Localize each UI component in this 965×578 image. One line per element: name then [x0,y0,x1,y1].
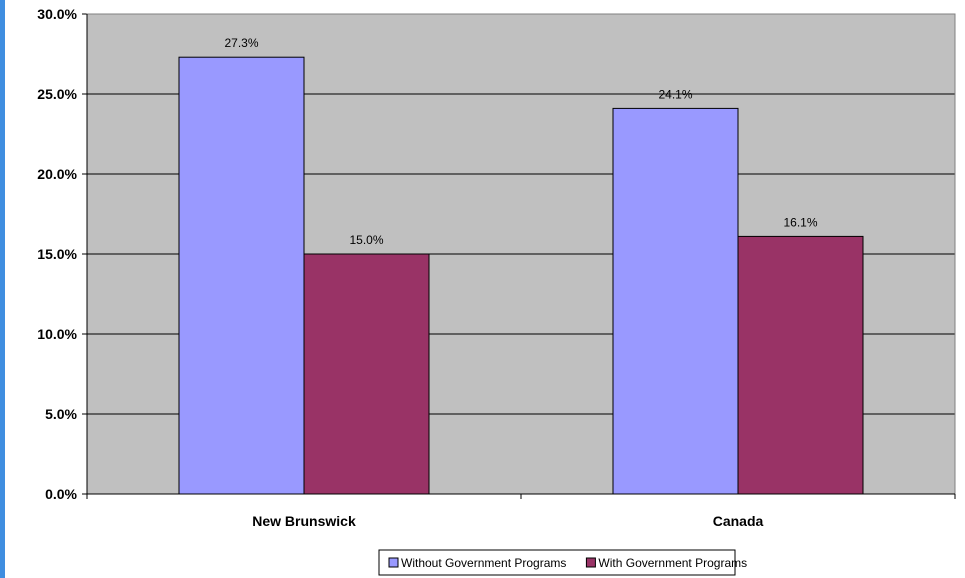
data-label: 16.1% [783,215,817,229]
y-tick-label: 5.0% [45,406,77,422]
y-tick-label: 10.0% [37,326,77,342]
bars [178,56,864,495]
bar [612,107,739,495]
x-tick-label: Canada [713,513,764,529]
legend-swatch [585,557,596,568]
legend-swatch [388,557,399,568]
data-label: 27.3% [224,36,258,50]
legend-box [378,549,736,576]
axes [82,13,956,499]
legend-label: With Government Programs [598,556,747,570]
left-accent-bar [0,0,5,578]
bar [737,235,864,495]
data-label: 24.1% [658,87,692,101]
y-tick-label: 30.0% [37,6,77,22]
legend: Without Government Programs With Governme… [378,549,747,576]
data-label: 15.0% [349,233,383,247]
y-tick-label: 0.0% [45,486,77,502]
bar [178,56,305,495]
y-tick-label: 20.0% [37,166,77,182]
x-tick-label: New Brunswick [252,513,356,529]
y-tick-label: 15.0% [37,246,77,262]
legend-label: Without Government Programs [401,556,566,570]
labels: 0.0% 5.0% 10.0% 15.0% 20.0% 25.0% 30.0% 27.3% 15… [37,6,818,529]
y-tick-label: 25.0% [37,86,77,102]
bar [303,253,430,495]
